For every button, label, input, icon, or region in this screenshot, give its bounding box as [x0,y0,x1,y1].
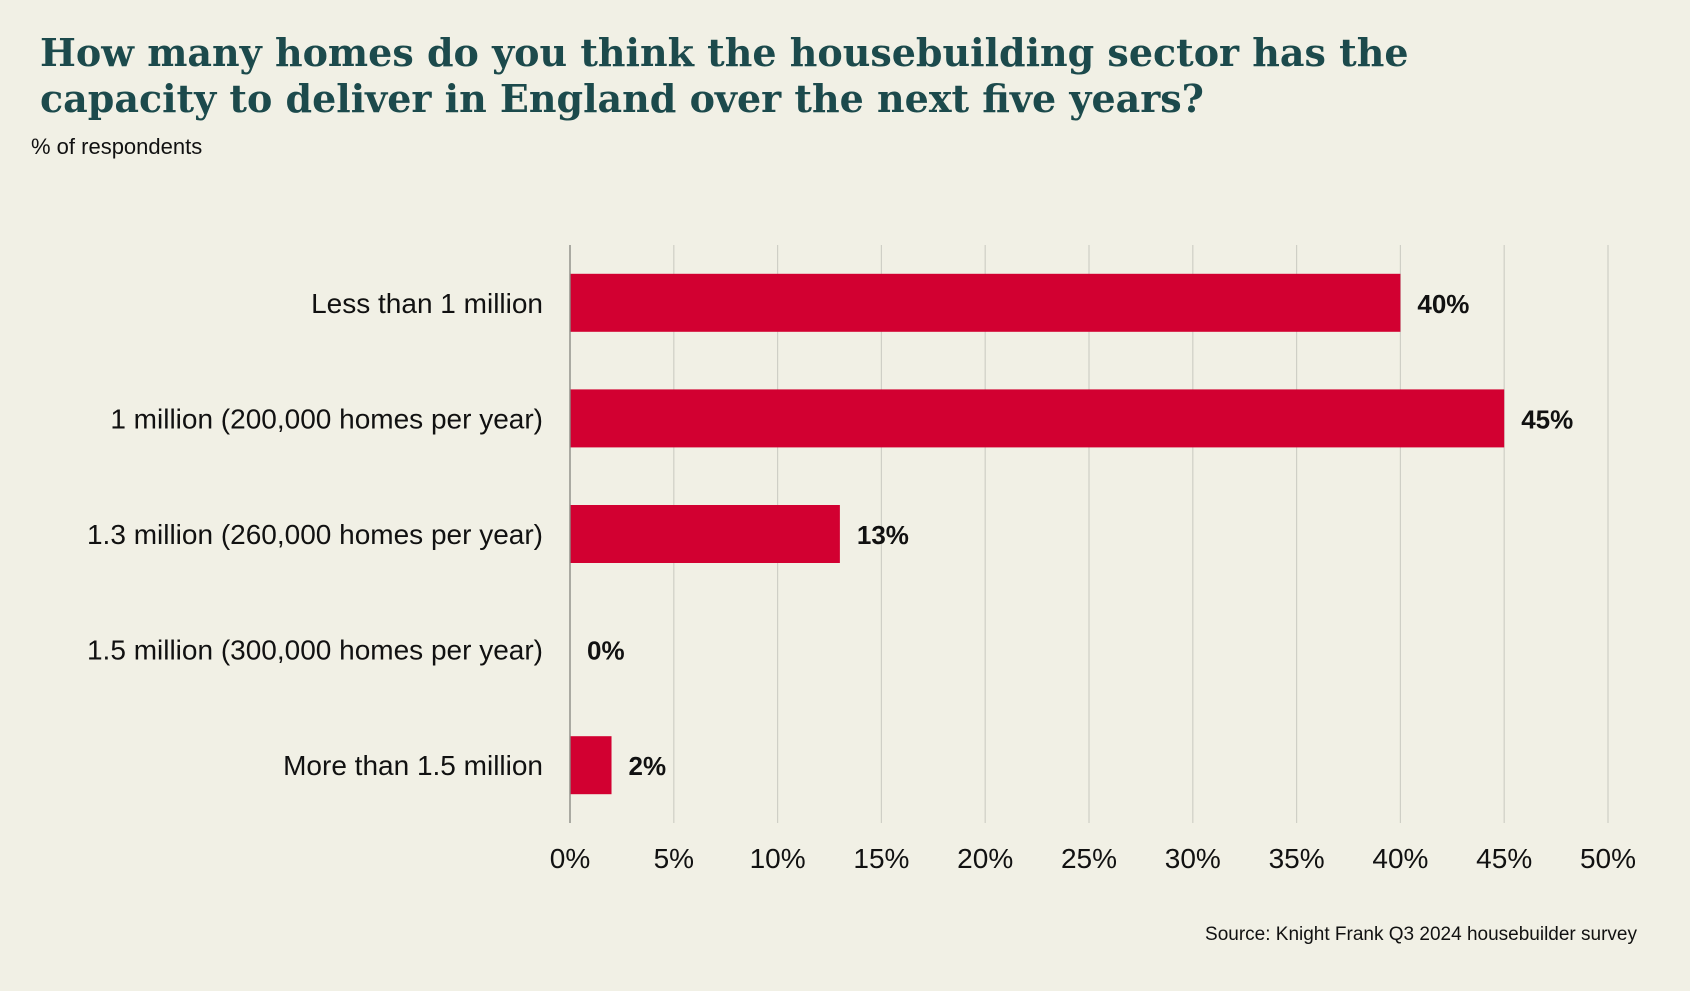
chart-subtitle: % of respondents [31,134,203,159]
chart-title: How many homes do you think the housebui… [40,30,1409,121]
data-label: 45% [1521,404,1573,434]
data-label: 0% [587,636,625,666]
x-tick-label: 50% [1580,843,1636,874]
data-label: 40% [1417,289,1469,319]
category-label: 1.5 million (300,000 homes per year) [87,635,543,666]
category-label: Less than 1 million [311,288,543,319]
x-tick-label: 10% [750,843,806,874]
x-tick-label: 20% [957,843,1013,874]
category-label: 1 million (200,000 homes per year) [110,403,543,434]
bar [570,736,612,795]
source-note: Source: Knight Frank Q3 2024 housebuilde… [1205,924,1637,945]
data-label: 2% [629,751,667,781]
category-label: More than 1.5 million [283,750,543,781]
x-tick-label: 15% [853,843,909,874]
x-tick-label: 40% [1372,843,1428,874]
x-tick-label: 30% [1165,843,1221,874]
category-label: 1.3 million (260,000 homes per year) [87,519,543,550]
data-label: 13% [857,520,909,550]
bar [570,273,1401,332]
x-tick-label: 5% [654,843,694,874]
x-tick-label: 0% [550,843,590,874]
bar [570,389,1505,448]
bar [570,505,840,563]
x-tick-label: 25% [1061,843,1117,874]
x-tick-label: 35% [1269,843,1325,874]
x-tick-label: 45% [1476,843,1532,874]
